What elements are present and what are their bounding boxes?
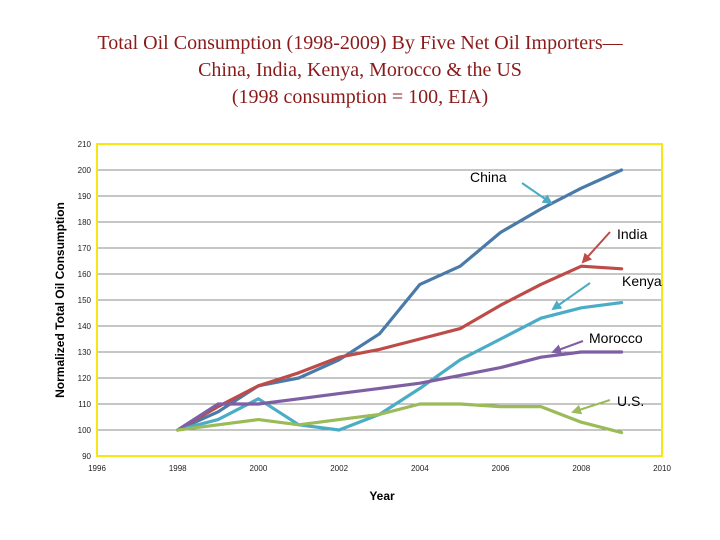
y-axis-title: Normalized Total Oil Consumption: [53, 202, 67, 398]
chart-title: Total Oil Consumption (1998-2009) By Fiv…: [0, 30, 720, 111]
x-tick-label: 2000: [250, 464, 268, 473]
x-tick-label: 2006: [492, 464, 510, 473]
y-tick-label: 200: [78, 166, 92, 175]
x-axis-title: Year: [369, 489, 395, 503]
annotation-arrow-morocco: [551, 340, 584, 354]
annotation-label-kenya: Kenya: [622, 273, 662, 289]
y-tick-label: 120: [78, 374, 92, 383]
y-tick-label: 170: [78, 244, 92, 253]
annotation-label-china: China: [470, 169, 507, 185]
y-tick-label: 130: [78, 348, 92, 357]
plot-area-border: [96, 143, 663, 457]
series-line-us: [176, 402, 624, 435]
annotation-label-us: U.S.: [617, 393, 644, 409]
series-line-morocco: [176, 350, 624, 432]
x-tick-label: 2010: [653, 464, 671, 473]
series-line-india: [176, 264, 624, 432]
annotation-arrow-us: [571, 399, 611, 415]
x-tick-label: 1998: [169, 464, 187, 473]
x-tick-label: 2004: [411, 464, 429, 473]
y-tick-label: 210: [78, 140, 92, 149]
y-tick-label: 100: [78, 426, 92, 435]
annotation-arrow-china: [521, 182, 553, 205]
series-lines: [176, 168, 624, 435]
gridlines: [97, 169, 662, 431]
y-axis-ticks: 90 100 110 120 130 140 150 160 170 180 190 200 210: [78, 140, 92, 461]
y-tick-label: 160: [78, 270, 92, 279]
annotations: China India Kenya Morocco U.S.: [470, 169, 662, 415]
title-line-1: Total Oil Consumption (1998-2009) By Fiv…: [97, 32, 623, 54]
x-tick-label: 1996: [88, 464, 106, 473]
annotation-label-india: India: [617, 226, 648, 242]
x-tick-label: 2008: [572, 464, 590, 473]
y-tick-label: 90: [82, 452, 91, 461]
y-tick-label: 150: [78, 296, 92, 305]
y-tick-label: 140: [78, 322, 92, 331]
y-tick-label: 180: [78, 218, 92, 227]
title-line-2: China, India, Kenya, Morocco & the US: [198, 59, 522, 81]
annotation-arrow-kenya: [551, 282, 591, 311]
title-line-3: (1998 consumption = 100, EIA): [231, 86, 489, 108]
y-tick-label: 110: [78, 400, 91, 409]
y-tick-label: 190: [78, 192, 92, 201]
x-axis-ticks: 1996 1998 2000 2002 2004 2006 2008 2010: [88, 464, 671, 473]
x-tick-label: 2002: [330, 464, 348, 473]
annotation-arrow-india: [581, 231, 611, 264]
series-line-kenya: [176, 301, 624, 432]
annotation-label-morocco: Morocco: [589, 330, 643, 346]
